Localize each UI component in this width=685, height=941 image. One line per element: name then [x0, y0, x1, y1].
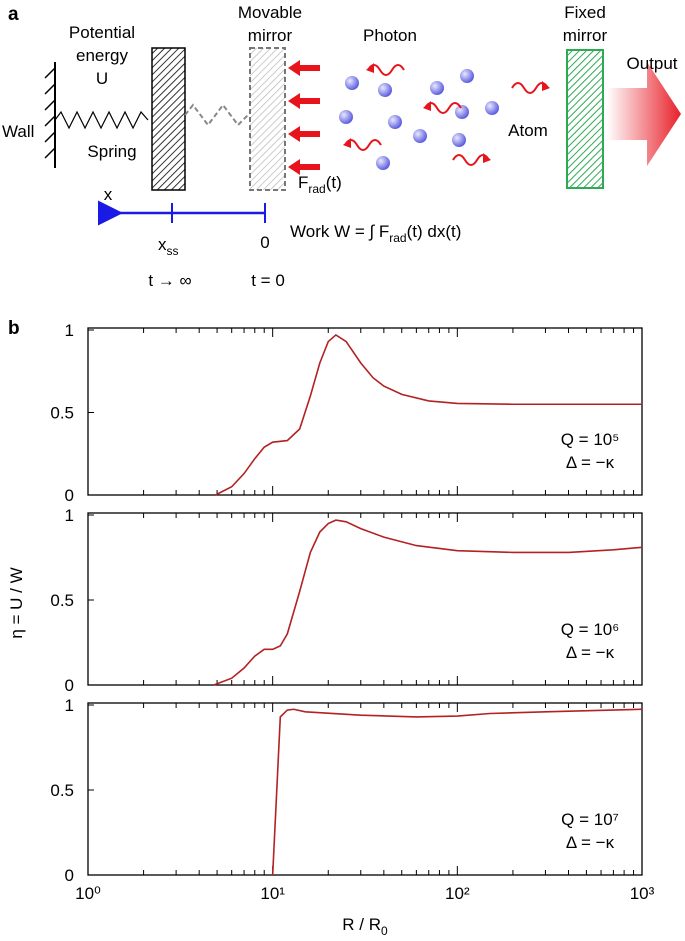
panel-label: b — [8, 318, 20, 339]
y-tick-label: 1 — [65, 506, 74, 525]
zero-label: 0 — [260, 233, 269, 252]
data-line — [271, 708, 643, 876]
output-label: Output — [626, 54, 677, 73]
x-axis-text: R / R — [342, 915, 381, 934]
photon-label: Photon — [363, 26, 417, 45]
y-tick-label: 0.5 — [50, 781, 74, 800]
photons — [344, 64, 549, 166]
x-ss-sub: ss — [167, 244, 179, 258]
potential-label: Potential — [69, 23, 135, 42]
spring-label: Spring — [87, 142, 136, 161]
photon-heads — [343, 63, 550, 163]
y-tick-label: 0.5 — [50, 591, 74, 610]
work-text: Work W = ∫ F — [290, 222, 389, 241]
y-tick-label: 1 — [65, 696, 74, 715]
y-tick-label: 0 — [65, 486, 74, 505]
x-tick-label: 10¹ — [260, 884, 285, 903]
x-label: x — [104, 185, 113, 204]
x-tick-label: 10² — [445, 884, 470, 903]
block — [151, 47, 186, 191]
y-tick-label: 0 — [65, 676, 74, 695]
panel-label: a — [8, 4, 19, 25]
plot-frame — [87, 327, 643, 496]
fixed-mirror-label: mirror — [563, 26, 608, 45]
force-sub: rad — [308, 182, 325, 196]
x-axis-sub: 0 — [381, 924, 388, 938]
annotation: Δ = −κ — [566, 453, 615, 472]
t-inf-label: t → ∞ — [148, 271, 191, 290]
y-tick-label: 1 — [65, 321, 74, 340]
x-tick-label: 10³ — [630, 884, 655, 903]
x-ss-text: x — [158, 235, 167, 254]
diagram: a Potential energy U Wall Spring Movable… — [2, 3, 681, 290]
movable-mirror — [249, 47, 286, 191]
force-label: Frad(t) — [298, 173, 342, 196]
output-arrow — [607, 62, 681, 166]
force-text: (t) — [326, 173, 342, 192]
x-axis-label: R / R0 — [342, 915, 388, 938]
potential-label: energy — [76, 46, 128, 65]
annotation: Δ = −κ — [566, 643, 615, 662]
fixed-mirror — [566, 49, 604, 189]
y-tick-label: 0.5 — [50, 404, 74, 423]
spring-dashed — [184, 103, 251, 127]
annotation: Δ = −κ — [566, 833, 615, 852]
t-zero-label: t = 0 — [251, 271, 285, 290]
annotation: Q = 10⁷ — [561, 810, 619, 829]
movable-mirror-label: mirror — [248, 26, 293, 45]
wall-label: Wall — [2, 122, 34, 141]
potential-label: U — [96, 69, 108, 88]
force-text: F — [298, 173, 308, 192]
data-line — [215, 333, 642, 496]
y-tick-label: 0 — [65, 866, 74, 885]
annotation: Q = 10⁵ — [561, 430, 620, 449]
work-label: Work W = ∫ Frad(t) dx(t) — [290, 222, 461, 245]
fixed-mirror-label: Fixed — [564, 3, 606, 22]
spring — [54, 110, 149, 130]
y-axis-label: η = U / W — [7, 567, 26, 638]
atoms — [339, 69, 499, 170]
movable-mirror-label: Movable — [238, 3, 302, 22]
plot-frame — [87, 512, 643, 686]
plot-frame — [87, 702, 643, 876]
atom-label: Atom — [508, 121, 548, 140]
work-sub: rad — [389, 231, 406, 245]
annotation: Q = 10⁶ — [561, 620, 620, 639]
wall-hatch — [44, 67, 56, 159]
data-line — [213, 519, 643, 686]
work-text: (t) dx(t) — [407, 222, 462, 241]
radiation-arrows — [288, 60, 320, 175]
x-ss-label: xss — [158, 235, 179, 258]
x-tick-label: 10⁰ — [75, 884, 101, 903]
